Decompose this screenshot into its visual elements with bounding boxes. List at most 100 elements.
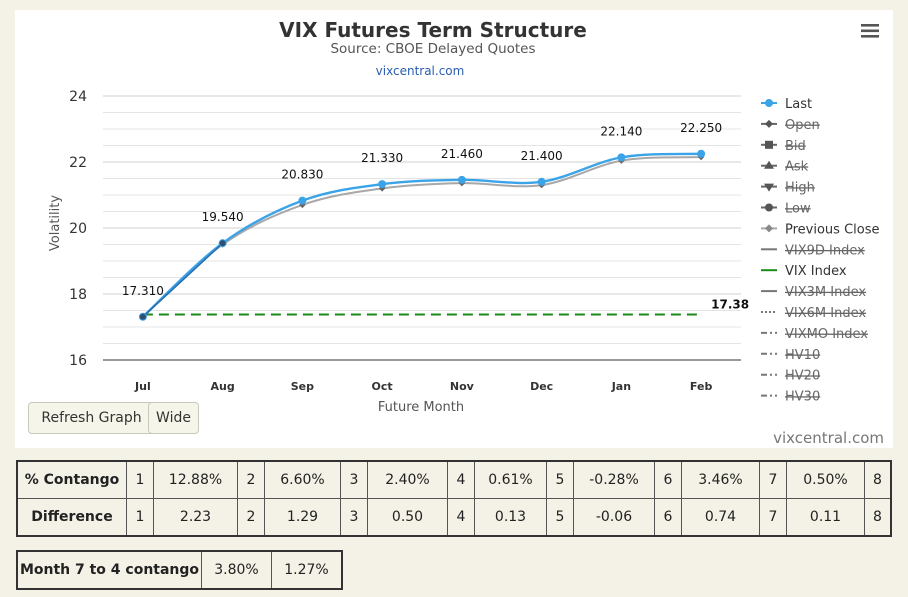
row-label: Difference [16, 498, 127, 537]
data-label: 17.310 [122, 284, 164, 298]
data-label: 19.540 [202, 210, 244, 224]
month-number-cell: 1 [126, 498, 154, 537]
x-tick-label: Feb [690, 380, 713, 393]
refresh-graph-button[interactable]: Refresh Graph [28, 402, 155, 434]
legend-label: VIX6M Index [785, 306, 866, 321]
value-cell: -0.06 [573, 498, 655, 537]
legend-label: Bid [785, 139, 806, 154]
y-tick-label: 16 [69, 353, 87, 369]
difference-row: Difference 1 2.23 2 1.29 3 0.50 4 0.13 5… [16, 498, 892, 537]
last-point-overlay [219, 240, 226, 247]
legend-label: HV30 [785, 390, 820, 405]
legend-item[interactable]: HV30 [761, 390, 820, 405]
month-number-cell: 5 [546, 498, 574, 537]
month-number-cell: 6 [654, 498, 682, 537]
legend-item[interactable]: High [761, 181, 815, 196]
legend-label: High [785, 181, 815, 196]
legend-item[interactable]: VIX Index [761, 264, 847, 279]
y-axis-title: Volatility [48, 195, 63, 251]
y-tick-label: 24 [69, 89, 87, 105]
legend-item[interactable]: Ask [761, 160, 809, 175]
contango-table: % Contango 1 12.88% 2 6.60% 3 2.40% 4 0.… [16, 460, 892, 537]
legend-label: VIX Index [785, 264, 847, 279]
value-cell: -0.28% [573, 460, 655, 499]
contango-row: % Contango 1 12.88% 2 6.60% 3 2.40% 4 0.… [16, 460, 892, 499]
y-tick-label: 22 [69, 155, 87, 171]
last-point[interactable] [457, 175, 466, 184]
legend-label: HV20 [785, 369, 820, 384]
last-point[interactable] [298, 196, 307, 205]
legend-item[interactable]: Open [761, 118, 820, 133]
month-number-cell: 3 [340, 498, 368, 537]
month-7-to-4-row: Month 7 to 4 contango 3.80% 1.27% [16, 550, 343, 590]
value-cell: 0.61% [474, 460, 547, 499]
last-point[interactable] [697, 149, 706, 158]
data-label: 21.400 [521, 149, 563, 163]
row-label: % Contango [16, 460, 127, 499]
legend-label: Open [785, 118, 820, 133]
value-cell: 2.23 [153, 498, 238, 537]
y-tick-label: 20 [69, 221, 87, 237]
data-label: 21.460 [441, 147, 483, 161]
value-cell: 6.60% [264, 460, 341, 499]
last-point-overlay [139, 313, 146, 320]
month-number-cell: 5 [546, 460, 574, 499]
legend-marker [765, 203, 773, 212]
value-cell: 0.74 [681, 498, 760, 537]
value-cell: 0.13 [474, 498, 547, 537]
legend-label: Previous Close [785, 222, 880, 237]
y-tick-label: 18 [69, 287, 87, 303]
legend-item[interactable]: Low [761, 202, 811, 217]
data-label: 21.330 [361, 151, 403, 165]
legend-marker [764, 160, 774, 169]
legend-marker [765, 140, 773, 149]
legend-item[interactable]: Last [761, 97, 812, 112]
legend-item[interactable]: Previous Close [761, 222, 880, 237]
legend-item[interactable]: VIX9D Index [761, 243, 865, 258]
value-cell: 3.80% [201, 550, 272, 590]
chart-panel: VIX Futures Term Structure Source: CBOE … [15, 10, 893, 448]
legend-label: Low [785, 202, 811, 217]
month-number-cell: 2 [237, 498, 265, 537]
value-cell: 12.88% [153, 460, 238, 499]
data-label: 20.830 [281, 168, 323, 182]
last-point[interactable] [617, 153, 626, 162]
x-tick-label: Aug [211, 380, 235, 393]
month-number-cell: 3 [340, 460, 368, 499]
legend-item[interactable]: VIX6M Index [761, 306, 866, 321]
legend-label: VIX9D Index [785, 243, 865, 258]
month-number-cell: 1 [126, 460, 154, 499]
legend-item[interactable]: HV10 [761, 348, 820, 363]
last-point[interactable] [537, 177, 546, 186]
chart-subtitle: Source: CBOE Delayed Quotes [330, 41, 535, 57]
x-tick-label: Nov [450, 380, 475, 393]
chart-credit[interactable]: vixcentral.com [773, 429, 884, 447]
legend-label: Ask [785, 160, 809, 175]
legend-label: VIXMO Index [785, 327, 868, 342]
value-cell: 2.40% [367, 460, 448, 499]
value-cell: 3.46% [681, 460, 760, 499]
value-cell: 0.50% [786, 460, 865, 499]
legend-label: Last [785, 97, 812, 112]
term-structure-chart: VIX Futures Term Structure Source: CBOE … [48, 18, 884, 447]
data-label: 22.250 [680, 121, 722, 135]
legend-item[interactable]: HV20 [761, 369, 820, 384]
month-number-cell: 7 [759, 460, 787, 499]
legend-label: HV10 [785, 348, 820, 363]
legend-marker [765, 119, 773, 128]
legend-item[interactable]: Bid [761, 139, 806, 154]
x-tick-label: Oct [372, 380, 393, 393]
wide-button[interactable]: Wide [148, 402, 199, 434]
month-number-cell: 4 [447, 460, 475, 499]
month-number-cell: 4 [447, 498, 475, 537]
legend-marker [765, 224, 773, 233]
legend-item[interactable]: VIX3M Index [761, 285, 866, 300]
menu-icon[interactable] [861, 24, 879, 38]
legend-marker [765, 99, 773, 107]
x-tick-label: Dec [530, 380, 553, 393]
subtitle-link[interactable]: vixcentral.com [376, 64, 465, 78]
legend-marker [764, 183, 774, 192]
last-point[interactable] [378, 180, 387, 189]
legend-item[interactable]: VIXMO Index [761, 327, 868, 342]
month-number-cell: 7 [759, 498, 787, 537]
